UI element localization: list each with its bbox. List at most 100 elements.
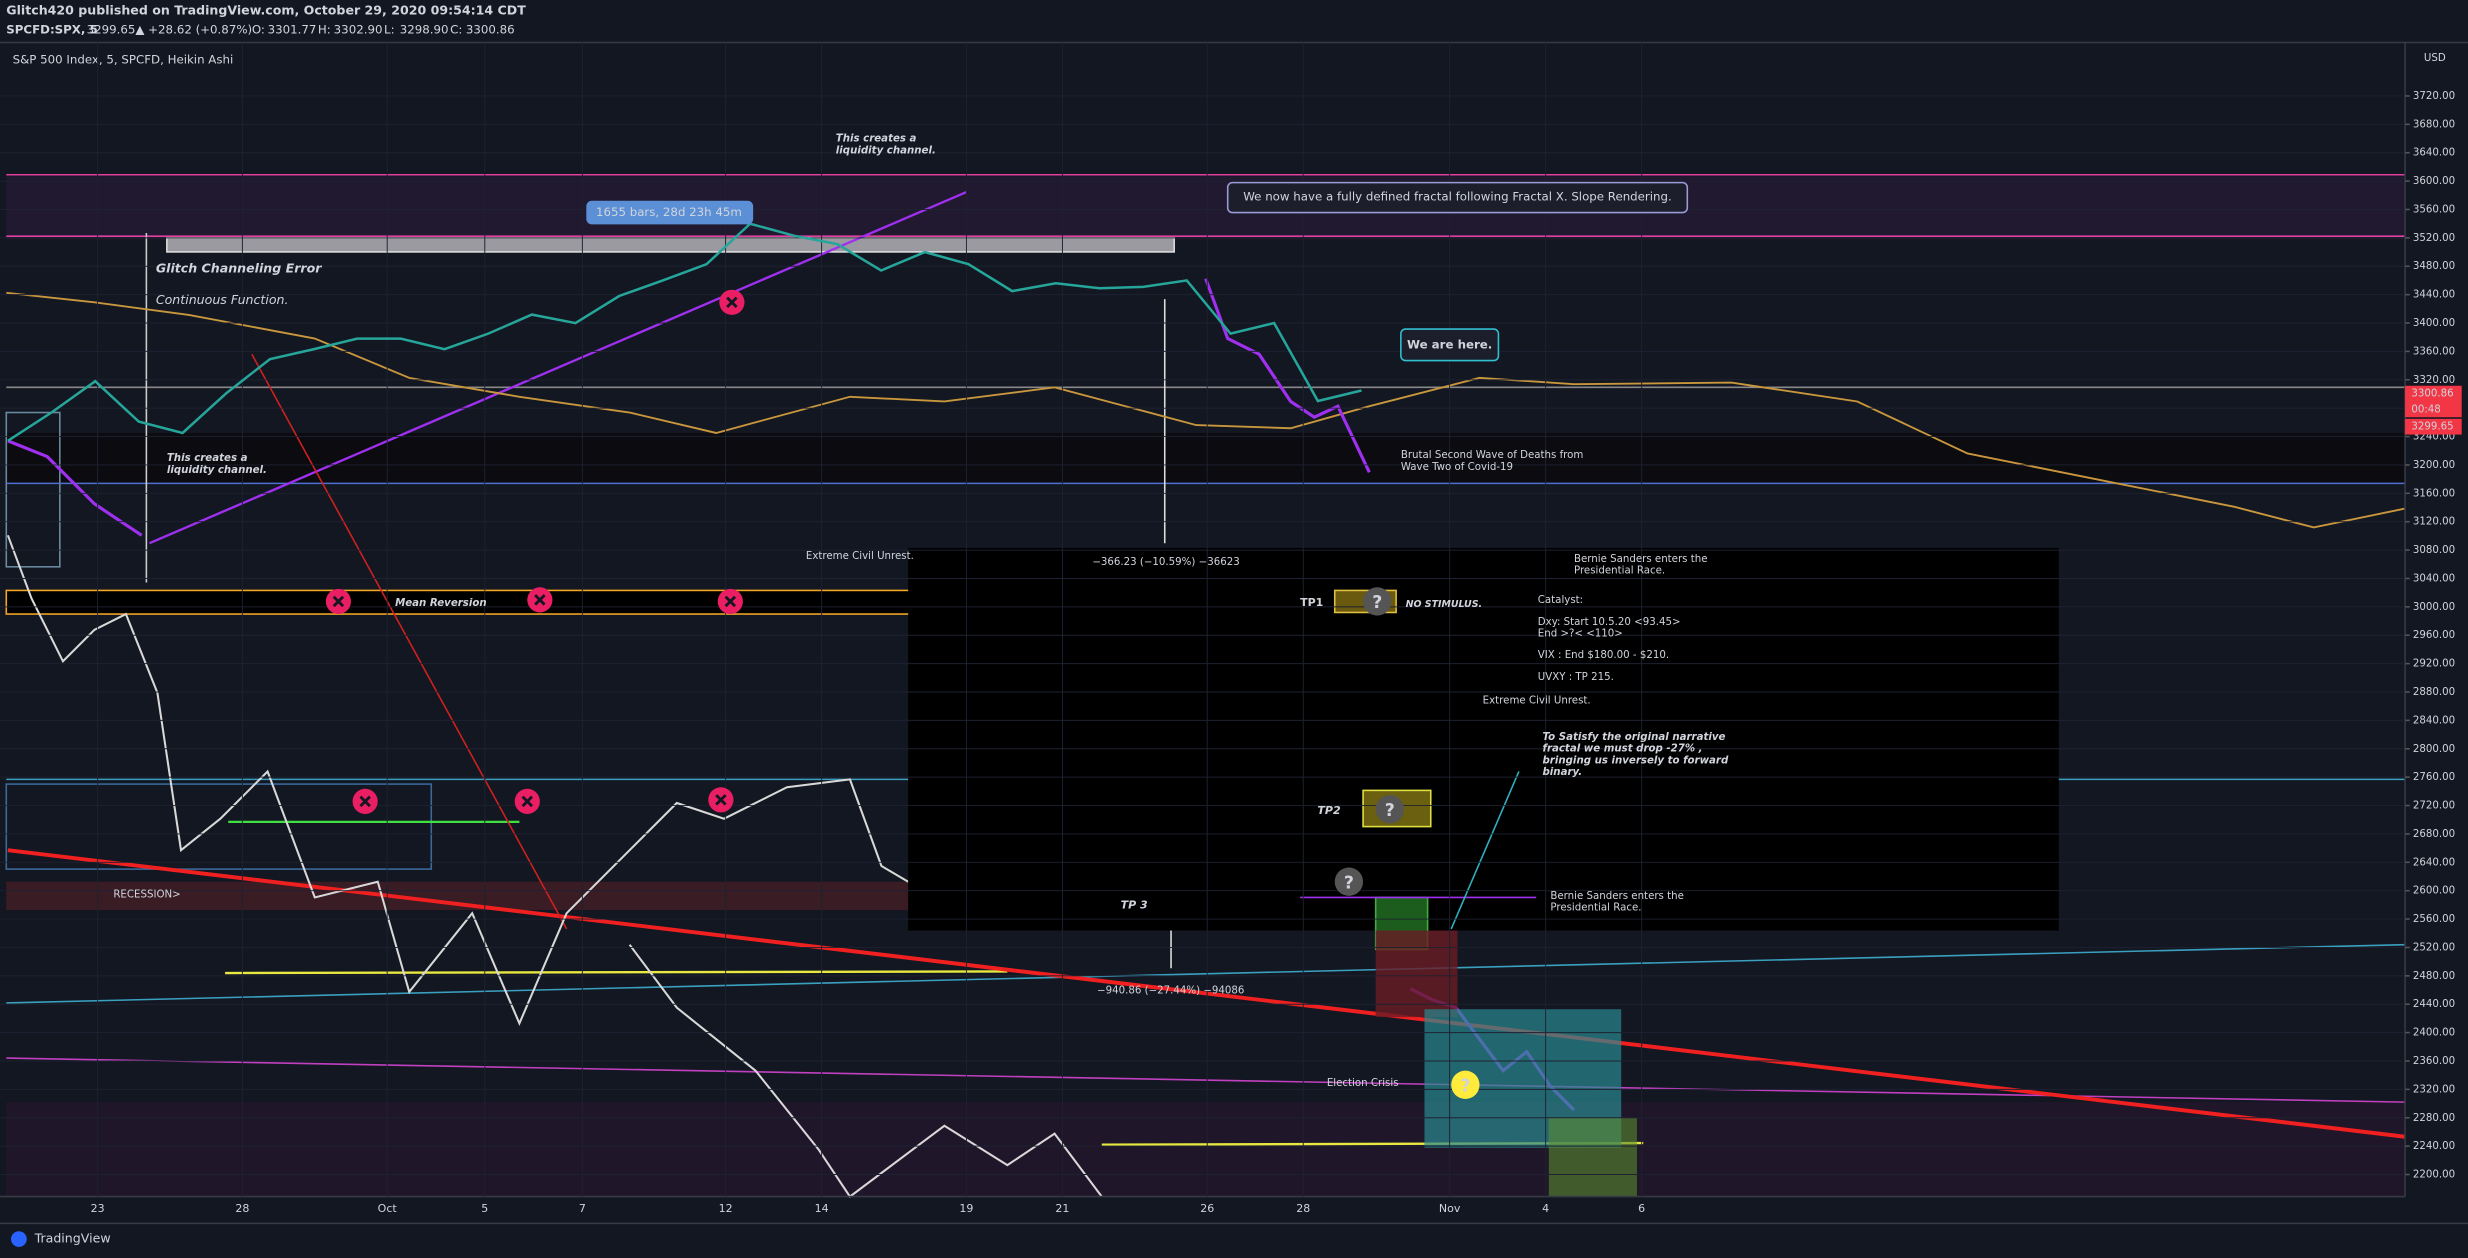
x-tick-label: 4 xyxy=(1542,1202,1549,1215)
ohlc-value: 3300.86 xyxy=(466,22,515,36)
annotation: We now have a fully defined fractal foll… xyxy=(1243,189,1672,203)
annotation: This creates a xyxy=(167,453,248,464)
zone xyxy=(1548,1117,1637,1197)
x-tick-label: 6 xyxy=(1638,1202,1645,1215)
price-label: 00:48 xyxy=(2411,404,2440,415)
band xyxy=(6,1102,2406,1197)
y-tick-label: 2280.00 xyxy=(2413,1113,2455,1124)
annotation: We are here. xyxy=(1407,337,1492,351)
box xyxy=(5,411,61,568)
price-label-bg xyxy=(2405,401,2462,418)
annotation: TP2 xyxy=(1317,804,1341,817)
arrow xyxy=(1450,771,1520,930)
annotation: Mean Reversion xyxy=(395,598,487,609)
y-tick-label: 2680.00 xyxy=(2413,829,2455,840)
ohlc-key: C: xyxy=(450,22,462,36)
fractal-line xyxy=(1204,278,1371,474)
ohlc-key: L: xyxy=(384,22,395,36)
y-tick-label: 3480.00 xyxy=(2413,261,2455,272)
annotation: VIX : End $180.00 - $210. xyxy=(1538,650,1669,661)
y-tick-label: 3600.00 xyxy=(2413,176,2455,187)
annotation: Bernie Sanders enters the xyxy=(1550,891,1684,902)
x-tick-label: Nov xyxy=(1439,1202,1461,1215)
y-tick-label: 3320.00 xyxy=(2413,375,2455,386)
fractal-line xyxy=(7,439,143,537)
annotation: −366.23 (−10.59%) −36623 xyxy=(1092,557,1239,568)
x-marker-cross xyxy=(726,296,738,309)
x-marker-cross xyxy=(534,594,546,606)
box xyxy=(5,783,433,870)
legend: S&P 500 Index, 5, SPCFD, Heikin Ashi xyxy=(13,52,234,66)
zone xyxy=(1375,930,1458,1018)
annotation: binary. xyxy=(1542,767,1582,778)
x-marker-cross xyxy=(715,794,727,806)
annotation: Extreme Civil Unrest. xyxy=(806,551,914,562)
x-tick-label: 19 xyxy=(959,1202,973,1215)
ohlc-value: 3298.90 xyxy=(400,22,449,36)
y-tick-label: 3160.00 xyxy=(2413,488,2455,499)
annotation: Continuous Function. xyxy=(156,292,289,307)
x-tick-label: 7 xyxy=(579,1202,586,1215)
price-label-bg xyxy=(2405,385,2462,402)
annotation-box xyxy=(1400,328,1500,362)
y-tick-label: 3200.00 xyxy=(2413,460,2455,471)
annotation: liquidity channel. xyxy=(836,145,936,156)
annotation: liquidity channel. xyxy=(167,465,267,476)
annotation: Election Crisis xyxy=(1327,1078,1399,1089)
symbol: SPCFD:SPX, 5 xyxy=(6,22,97,36)
publisher: Glitch420 published on TradingView.com, … xyxy=(6,3,526,18)
annotation: 1655 bars, 28d 23h 45m xyxy=(596,205,742,219)
question-mark: ? xyxy=(1344,873,1354,893)
question-marker xyxy=(1451,1070,1480,1099)
level-line xyxy=(6,1057,2406,1103)
y-tick-label: 3000.00 xyxy=(2413,602,2455,613)
moving-average xyxy=(6,291,2406,529)
note-panel xyxy=(908,547,2059,931)
annotation: Presidential Race. xyxy=(1574,566,1665,577)
x-marker-cross xyxy=(724,595,737,608)
annotation: Presidential Race. xyxy=(1550,903,1641,914)
trend-line xyxy=(251,353,568,930)
y-tick-label: 3520.00 xyxy=(2413,233,2455,244)
annotation: UVXY : TP 215. xyxy=(1538,672,1614,683)
footer-brand: TradingView xyxy=(34,1231,111,1246)
question-mark: ? xyxy=(1372,593,1382,613)
y-tick-label: 2520.00 xyxy=(2413,942,2455,953)
band xyxy=(6,432,2406,484)
x-marker-cross xyxy=(521,795,534,808)
price-label: 3299.65 xyxy=(2411,422,2453,433)
annotation-box xyxy=(1226,181,1689,214)
y-tick-label: 2240.00 xyxy=(2413,1141,2455,1152)
y-tick-label: 3040.00 xyxy=(2413,573,2455,584)
y-tick-label: 3640.00 xyxy=(2413,148,2455,159)
y-tick-label: 2760.00 xyxy=(2413,772,2455,783)
annotation: −940.86 (−27.44%) −94086 xyxy=(1097,985,1244,996)
y-tick-label: 2400.00 xyxy=(2413,1028,2455,1039)
question-mark: ? xyxy=(1460,1076,1470,1096)
annotation-box xyxy=(586,200,754,225)
y-tick-label: 3440.00 xyxy=(2413,290,2455,301)
question-mark: ? xyxy=(1385,801,1395,821)
annotation: Wave Two of Covid-19 xyxy=(1401,462,1513,473)
change: ▲ +28.62 (+0.87%) xyxy=(135,22,252,36)
question-marker xyxy=(1334,867,1364,896)
ohlc-value: 3302.90 xyxy=(334,22,383,36)
trend-line xyxy=(149,191,967,545)
price-line xyxy=(7,222,1362,442)
x-tick-label: 14 xyxy=(815,1202,829,1215)
y-tick-label: 3360.00 xyxy=(2413,346,2455,357)
annotation: End >?< <110> xyxy=(1538,629,1623,640)
y-tick-label: 2600.00 xyxy=(2413,886,2455,897)
level-line xyxy=(6,943,2406,1004)
y-tick-label: 2480.00 xyxy=(2413,971,2455,982)
y-tick-label: 2640.00 xyxy=(2413,857,2455,868)
annotation: RECESSION> xyxy=(113,889,180,900)
price-label: 3300.86 xyxy=(2411,389,2453,400)
ohlc-value: 3301.77 xyxy=(268,22,317,36)
y-tick-label: 2920.00 xyxy=(2413,659,2455,670)
annotation: TP 3 xyxy=(1121,898,1148,911)
question-marker xyxy=(1375,795,1404,824)
x-marker-cross xyxy=(332,595,345,608)
annotation: NO STIMULUS. xyxy=(1406,599,1483,610)
